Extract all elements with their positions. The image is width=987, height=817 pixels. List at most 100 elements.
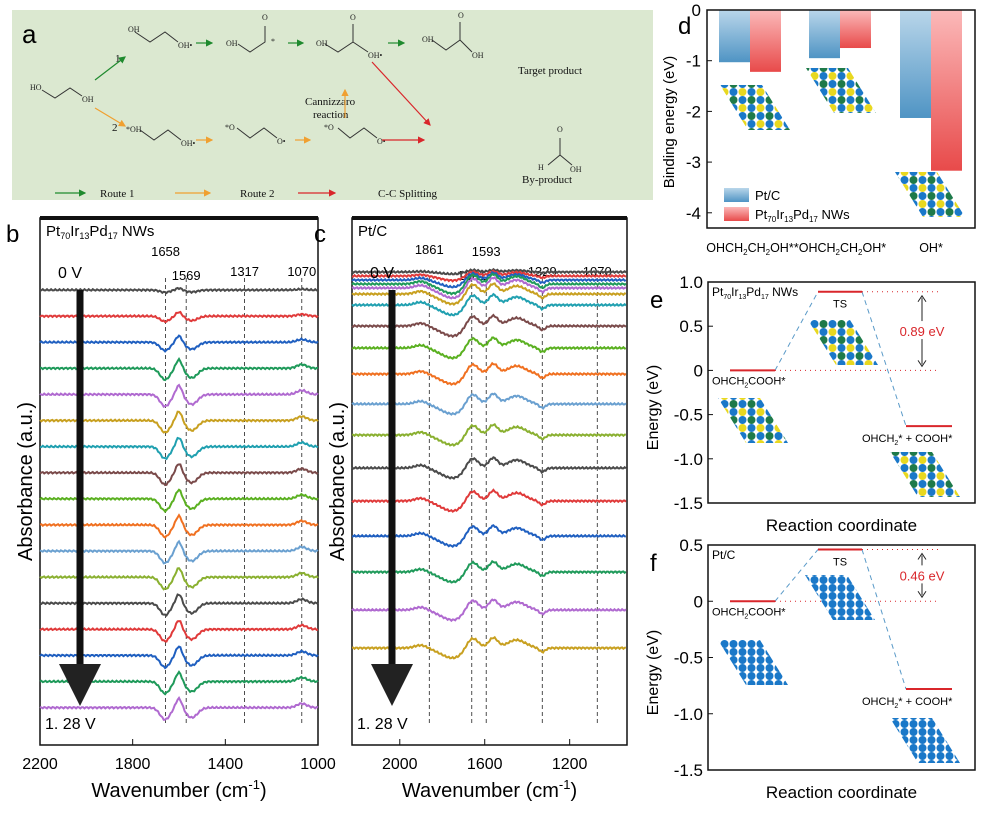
x-axis-label-end: )	[260, 780, 267, 802]
y-axis-label: Energy (eV)	[645, 365, 662, 450]
cannizzaro-label: Cannizzaro	[305, 96, 356, 108]
molecule-atom-label: OH	[226, 39, 238, 48]
panel-b-labels: b Pt70Ir13Pd17 NWs c Pt/C	[6, 221, 387, 248]
bar-ptirpd	[931, 10, 962, 171]
legend-route-1: Route 1	[100, 188, 135, 200]
molecule-atom-label: OH•	[181, 139, 196, 148]
plot-frame	[707, 281, 976, 504]
bar-ptirpd	[840, 10, 871, 49]
molecule-atom-label: O	[557, 125, 563, 134]
route-arrows	[55, 39, 431, 197]
x-axis-label-end: )	[570, 780, 577, 802]
spectrum-curve	[351, 282, 627, 306]
molecule-atom-label: OH	[422, 35, 434, 44]
spectrum-curve	[351, 267, 627, 276]
x-axis-label: Wavenumber (cm-1)	[402, 777, 577, 802]
molecule-atom-label: O•	[377, 137, 386, 146]
label-part: *OHCH	[794, 241, 836, 255]
label-part: Ir	[731, 285, 738, 299]
x-axis-label: Wavenumber (cm-1)	[91, 777, 266, 802]
spectrum-curve	[40, 357, 319, 382]
y-axis-label: Absorbance (a.u.)	[15, 402, 37, 561]
barrier-arrowheads	[917, 294, 927, 368]
spectrum-curve	[351, 271, 627, 289]
label-part: Pt	[712, 285, 724, 299]
label-part: CH	[840, 241, 858, 255]
spectrum-curve	[39, 513, 319, 539]
final-state-label: OHCH2* + COOH*	[862, 696, 953, 710]
spectrum-curve	[39, 410, 319, 434]
end-potential-label: 1. 28 V	[357, 716, 408, 733]
label-part: 13	[738, 294, 746, 301]
initial-state-label: OHCH2COOH*	[712, 606, 786, 620]
route-1-number: 1	[115, 53, 121, 65]
x-axis-label-sup: -1	[559, 777, 571, 792]
spectrum-curve	[351, 598, 627, 623]
panel-title: Pt/C	[712, 548, 736, 562]
barrier-label: 0.89 eV	[900, 324, 945, 339]
legend-swatch-ptc	[724, 188, 749, 202]
spectrum-curve	[39, 488, 319, 514]
spectrum-curve	[39, 567, 319, 591]
label-part: Pd	[746, 285, 761, 299]
panel-f-energy-diagram: f 0.5 0 -0.5 -1.0 -1.5 Energy (eV) Reaction coo…	[645, 536, 976, 802]
x-axis-label-text: Wavenumber (cm	[91, 780, 248, 802]
spectrum-curve	[39, 645, 319, 670]
label-part: NWs	[818, 207, 850, 222]
panel-c-title: Pt/C	[358, 223, 387, 240]
legend-label-ptc: Pt/C	[755, 188, 780, 203]
label-part: Pd	[793, 207, 809, 222]
y-tick-label: -1.0	[674, 705, 703, 724]
molecule-atom-label: OH	[316, 39, 328, 48]
panel-label: e	[650, 287, 663, 314]
legend-swatch-ptirpd	[724, 207, 749, 221]
x-tick-label: 1600	[467, 756, 503, 773]
label-part: 2	[894, 703, 898, 710]
y-tick-label: -3	[686, 153, 701, 172]
spectrum-curve	[351, 292, 627, 317]
panel-d-bar-chart: d Binding energy (eV) 0-1-2-3-4OHCH2CH2O…	[661, 1, 976, 257]
slab-model-image	[718, 398, 788, 443]
molecule-atom-label: *OH	[126, 125, 142, 134]
label-part: OHCH	[862, 433, 894, 445]
label-part: 2	[894, 440, 898, 447]
ts-label: TS	[833, 557, 847, 569]
plot-frame	[707, 544, 976, 771]
barrier-label-bg	[895, 321, 949, 340]
spectrum-curve	[39, 620, 319, 643]
spectrum-curve	[351, 524, 627, 549]
panel-label: b	[6, 221, 19, 248]
y-tick-label: 0	[694, 361, 703, 380]
molecule-atom-label: O	[350, 13, 356, 22]
label-part: Ir	[776, 207, 785, 222]
x-axis-label: Reaction coordinate	[766, 783, 917, 802]
ts-label: TS	[833, 299, 847, 311]
barrier-arrowheads	[917, 552, 927, 599]
slab-model-image	[806, 68, 876, 113]
x-tick-label: 1200	[552, 756, 588, 773]
molecule-atom-label: O•	[277, 137, 286, 146]
barrier-label-bg	[895, 565, 949, 584]
y-tick-label: 0	[692, 1, 701, 20]
panel-label: f	[650, 550, 657, 577]
y-axis-label: Absorbance (a.u.)	[327, 402, 349, 561]
label-part: * + COOH*	[898, 696, 953, 708]
label-part: OHCH	[712, 606, 744, 618]
slab-model-image	[720, 85, 790, 130]
molecule-atom-label: OH	[472, 51, 484, 60]
reaction-path	[774, 549, 907, 690]
plot-frame	[706, 9, 976, 229]
slab-model-image	[805, 575, 875, 620]
spectrum-curve	[351, 361, 627, 386]
label-part: 70	[767, 215, 776, 224]
y-tick-label: 0.5	[679, 317, 703, 336]
molecule-atom-label: OH	[570, 165, 582, 174]
spectrum-curve	[39, 593, 319, 617]
y-axis-label: Binding energy (eV)	[661, 56, 678, 189]
spectrum-curve	[351, 272, 627, 296]
label-part: 17	[761, 294, 769, 301]
x-axis-label-text: Wavenumber (cm	[402, 780, 559, 802]
